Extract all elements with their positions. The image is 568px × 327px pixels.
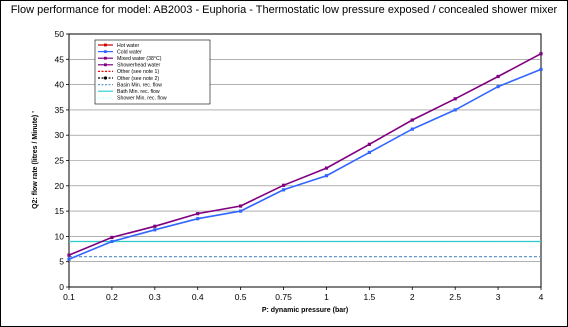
data-point [324, 174, 329, 178]
legend-marker [104, 63, 107, 67]
legend-marker [103, 76, 108, 80]
legend-box [94, 39, 211, 105]
legend-label: Mixed water (38°C) [117, 56, 162, 62]
data-point [453, 108, 457, 112]
legend-label: Other (see note 1) [117, 69, 159, 75]
data-point [410, 127, 414, 131]
x-axis-label: P: dynamic pressure (bar) [262, 307, 348, 314]
y-tick-label: 45 [55, 54, 65, 64]
legend-label: Cold water [117, 49, 142, 55]
data-point [67, 257, 71, 261]
y-tick-label: 5 [59, 257, 64, 267]
data-point [67, 253, 71, 257]
x-tick-label: 3 [496, 292, 501, 302]
x-tick-label: 0.5 [235, 292, 247, 302]
data-point [110, 239, 114, 244]
x-tick-label: 0.1 [63, 292, 75, 302]
legend-marker [104, 43, 107, 47]
legend-label: Basin Min. rec. flow [117, 82, 162, 88]
data-point [453, 97, 457, 101]
data-point [281, 188, 286, 192]
data-point [496, 85, 500, 89]
y-tick-label: 50 [55, 29, 65, 39]
data-point [153, 224, 157, 228]
legend-marker [104, 50, 107, 53]
legend-label: Hot water [117, 43, 139, 49]
x-tick-label: 0.75 [275, 292, 292, 302]
y-tick-label: 20 [55, 181, 65, 191]
x-tick-label: 1 [324, 292, 329, 302]
y-tick-label: 10 [55, 231, 65, 241]
y-tick-label: 0 [59, 282, 64, 292]
data-point [239, 209, 243, 213]
data-point [110, 235, 114, 240]
data-point [239, 204, 243, 208]
legend-label: Other (see note 2) [117, 76, 159, 82]
data-point [367, 142, 371, 146]
data-point [539, 67, 543, 72]
data-point [410, 118, 414, 122]
y-tick-label: 25 [55, 156, 65, 166]
legend-label: Showerhead water [117, 63, 161, 69]
data-point [196, 212, 200, 216]
legend-marker [104, 56, 107, 60]
data-point [153, 228, 157, 232]
legend-label: Shower Min. rec. flow [117, 96, 167, 102]
data-point [367, 150, 371, 155]
series-line-cold-water [68, 68, 542, 260]
series-line-mixed-water-38-c- [68, 52, 542, 256]
y-axis-label: Q2: flow rate (litres / Minute) ' [32, 111, 39, 209]
y-axis-ticks: 0 5 10 15 20 25 30 35 40 45 50 [55, 29, 69, 292]
data-point [196, 217, 200, 221]
x-tick-label: 2 [410, 292, 415, 302]
x-tick-label: 1.5 [363, 292, 375, 302]
x-tick-label: 0.3 [149, 292, 161, 302]
x-tick-label: 4 [539, 292, 544, 302]
y-tick-label: 15 [55, 206, 65, 216]
x-axis-ticks: 0.1 0.2 0.3 0.4 0.5 0.75 1 1.5 2 2.5 3 4 [63, 287, 544, 302]
y-tick-label: 30 [55, 130, 65, 140]
data-point [539, 52, 543, 56]
data-point [324, 166, 329, 170]
data-point [496, 74, 500, 79]
y-tick-label: 35 [55, 105, 65, 115]
chart-title: Flow performance for model: AB2003 - Eup… [11, 4, 558, 16]
x-tick-label: 0.4 [192, 292, 204, 302]
y-tick-label: 40 [55, 80, 65, 90]
x-tick-label: 2.5 [449, 292, 461, 302]
data-point [281, 183, 286, 187]
series-lines [67, 52, 543, 261]
x-tick-label: 0.2 [106, 292, 118, 302]
legend-label: Bath Min. rec. flow [117, 89, 160, 95]
